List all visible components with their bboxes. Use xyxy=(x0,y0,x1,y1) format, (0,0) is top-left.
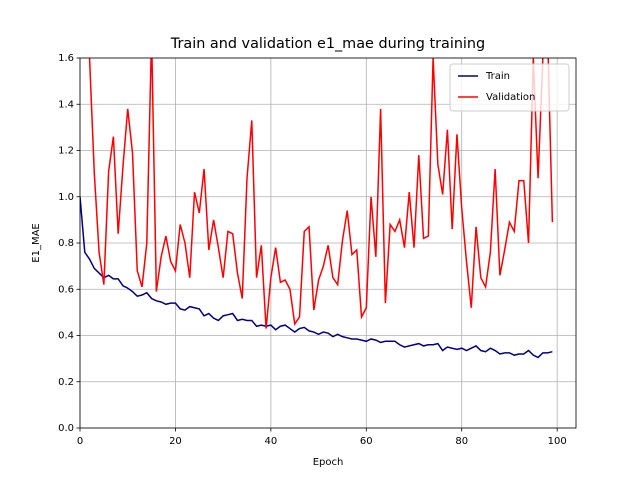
series-line xyxy=(88,58,554,329)
plot-frame xyxy=(79,57,577,429)
y-tick-label: 0.6 xyxy=(58,284,74,295)
y-tick-label: 1.4 xyxy=(58,99,74,110)
x-tick-label: 60 xyxy=(360,436,373,447)
x-tick-label: 80 xyxy=(455,436,468,447)
series-line xyxy=(80,196,553,359)
plot-area xyxy=(80,58,554,359)
x-tick-label: 40 xyxy=(264,436,277,447)
legend-box xyxy=(449,63,570,112)
y-tick-label: 1.0 xyxy=(58,192,74,203)
y-tick-label: 1.2 xyxy=(58,146,74,157)
legend-label: Train xyxy=(485,71,510,82)
x-tick-label: 20 xyxy=(169,436,182,447)
legend-label: Validation xyxy=(486,92,535,103)
x-tick-label: 100 xyxy=(548,436,567,447)
y-tick-label: 0.0 xyxy=(58,423,74,434)
x-axis-label: Epoch xyxy=(313,457,344,468)
x-tick-label: 0 xyxy=(77,436,83,447)
y-tick-label: 0.4 xyxy=(58,331,74,342)
y-tick-label: 1.6 xyxy=(58,53,74,64)
y-tick-label: 0.2 xyxy=(58,377,74,388)
chart-title: Train and validation e1_mae during train… xyxy=(170,36,485,52)
y-tick-label: 0.8 xyxy=(58,238,74,249)
y-axis-label: E1_MAE xyxy=(31,223,42,262)
